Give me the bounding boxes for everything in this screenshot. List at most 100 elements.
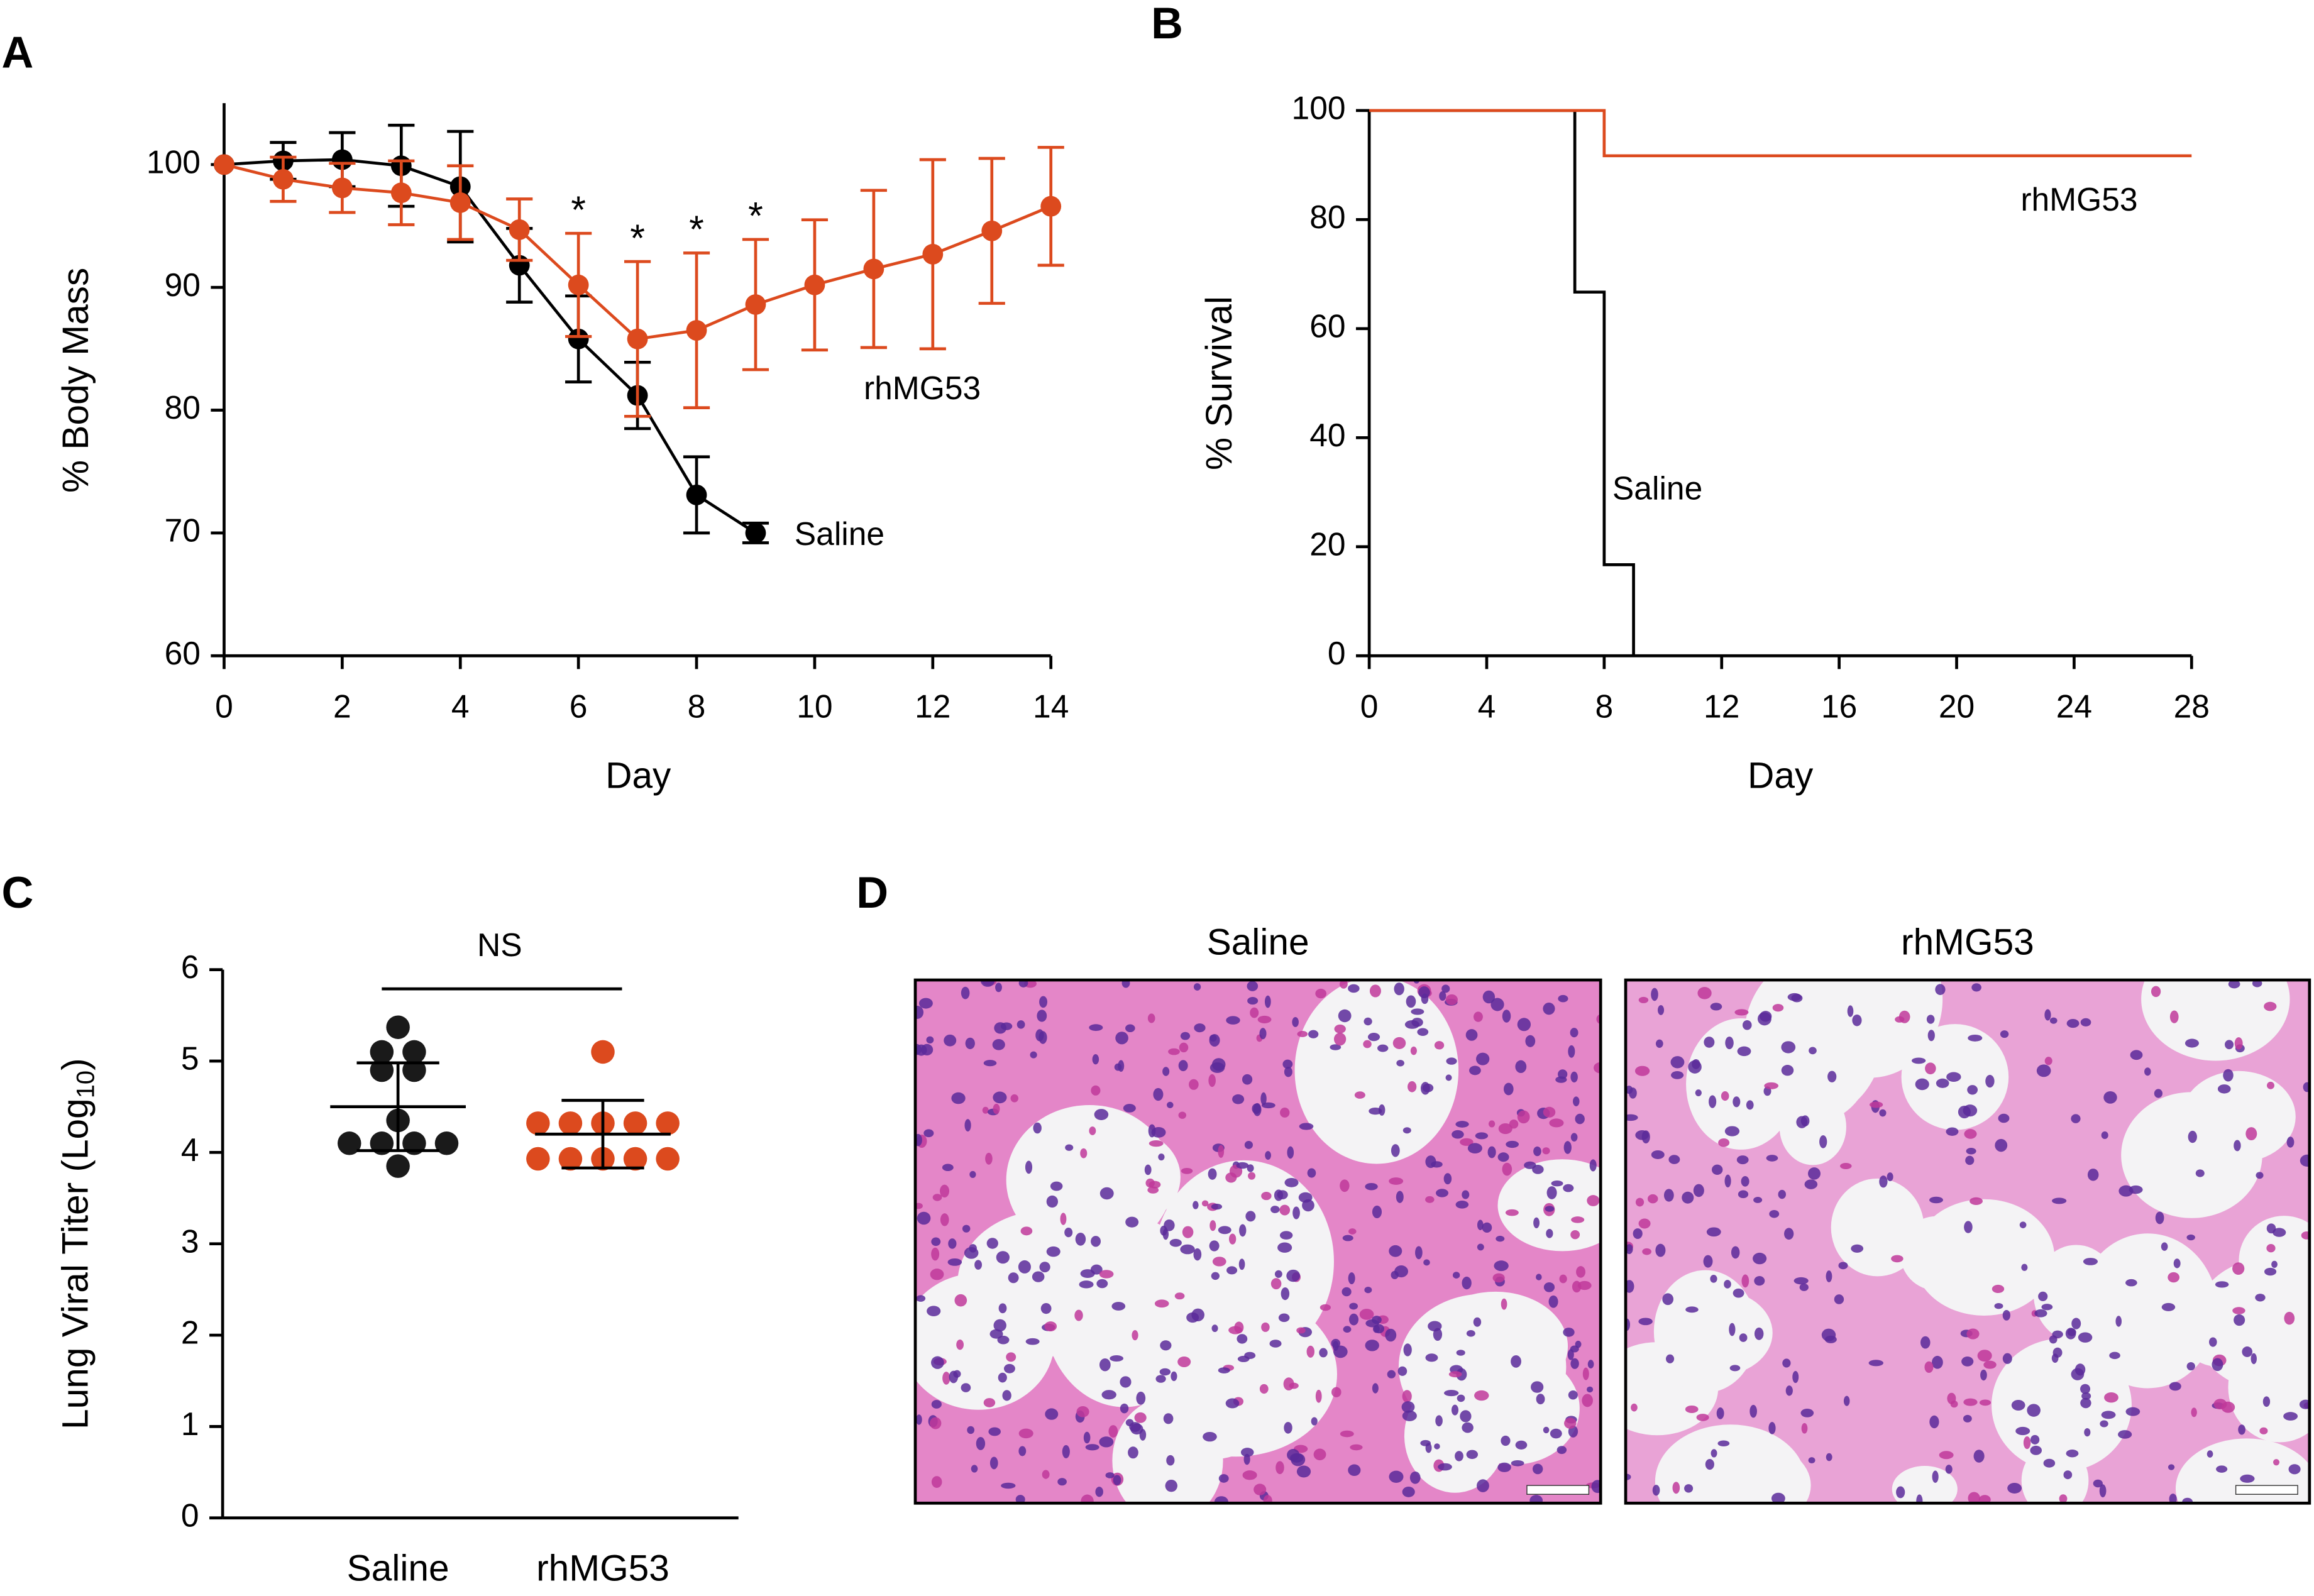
nucleus	[1994, 1302, 2003, 1309]
nucleus	[998, 1303, 1007, 1314]
nucleus	[1032, 1271, 1045, 1282]
nucleus	[1724, 1126, 1740, 1136]
nucleus	[1809, 1047, 1817, 1055]
nucleus	[2101, 1131, 2108, 1140]
nucleus	[1269, 1340, 1282, 1348]
nucleus	[1501, 1435, 1511, 1446]
nucleus	[1075, 1232, 1086, 1246]
series-label: rhMG53	[864, 370, 981, 406]
alveolus	[1653, 1270, 1758, 1393]
nucleus	[940, 1213, 949, 1226]
nucleus	[2195, 1169, 2205, 1177]
nucleus	[1477, 1243, 1484, 1251]
nucleus	[1638, 996, 1649, 1003]
nucleus	[1466, 1450, 1479, 1460]
nucleus	[1685, 1405, 1699, 1413]
nucleus	[1635, 1197, 1645, 1207]
nucleus	[1529, 1495, 1543, 1504]
nucleus	[2161, 1242, 2168, 1251]
nucleus	[1631, 1403, 1638, 1412]
nucleus	[1705, 1458, 1714, 1470]
nucleus	[1209, 1240, 1220, 1252]
dot	[402, 1040, 426, 1064]
nucleus	[2216, 1465, 2228, 1473]
nucleus	[1389, 1470, 1404, 1483]
nucleus	[1532, 1165, 1544, 1174]
nucleus	[2023, 1436, 2031, 1450]
nucleus	[1515, 1440, 1528, 1450]
nucleus	[1364, 1287, 1372, 1294]
nucleus	[2273, 1459, 2280, 1466]
nucleus	[2118, 1185, 2134, 1197]
nucleus	[1369, 1107, 1382, 1115]
nucleus	[1411, 1008, 1424, 1015]
y-tick-label: 40	[1309, 417, 1345, 453]
nucleus	[983, 1398, 996, 1407]
nucleus	[1772, 1004, 1784, 1012]
nucleus	[1402, 1127, 1411, 1134]
nucleus	[1916, 1494, 1923, 1504]
nucleus	[2284, 1311, 2295, 1325]
nucleus	[1564, 1417, 1577, 1429]
alveolus	[1686, 1018, 1796, 1150]
nucleus	[1492, 1273, 1505, 1283]
nucleus	[1050, 1181, 1063, 1191]
nucleus	[1110, 1355, 1124, 1362]
nucleus	[1977, 1350, 1992, 1362]
y-tick-label: 90	[165, 267, 201, 303]
nucleus	[1651, 988, 1658, 1001]
nucleus	[1543, 1282, 1555, 1292]
nucleus	[1240, 1448, 1254, 1457]
nucleus	[1826, 1453, 1832, 1461]
nucleus	[1807, 1167, 1821, 1180]
nucleus	[1995, 1138, 2008, 1152]
nucleus	[1018, 1446, 1027, 1456]
nucleus	[2007, 1482, 2022, 1494]
nucleus	[1778, 1189, 1787, 1199]
nucleus	[1710, 1003, 1722, 1011]
nucleus	[982, 1106, 989, 1114]
nucleus	[1245, 1211, 1256, 1222]
nucleus	[1868, 1360, 1884, 1367]
nucleus	[1179, 1042, 1189, 1053]
nucleus	[1209, 1035, 1217, 1042]
nucleus	[1487, 1146, 1496, 1158]
nucleus	[2215, 1281, 2229, 1288]
marker	[804, 274, 825, 295]
nucleus	[1074, 1309, 1083, 1321]
nucleus	[1248, 1172, 1256, 1180]
nucleus	[1506, 1140, 1519, 1148]
nucleus	[1085, 1444, 1099, 1451]
dot	[386, 1154, 410, 1178]
marker	[627, 328, 648, 349]
x-tick-label: 16	[1821, 688, 1857, 724]
nucleus	[1824, 1335, 1837, 1343]
nucleus	[931, 1247, 940, 1261]
nucleus	[1966, 1328, 1980, 1340]
nucleus	[916, 1295, 926, 1302]
nucleus	[2234, 1140, 2241, 1152]
nucleus	[1718, 1138, 1730, 1147]
nucleus	[1533, 1146, 1541, 1157]
nucleus	[1570, 1133, 1578, 1142]
series-label: Saline	[1612, 470, 1702, 506]
nucleus	[1800, 1115, 1810, 1126]
nucleus	[1239, 1224, 1247, 1237]
nucleus	[1167, 1101, 1174, 1109]
nucleus	[1473, 1011, 1483, 1022]
nucleus	[2059, 1494, 2068, 1504]
nucleus	[1364, 1017, 1372, 1026]
nucleus	[1563, 1184, 1574, 1192]
nucleus	[1704, 1037, 1715, 1048]
nucleus	[1927, 1030, 1935, 1042]
marker	[1040, 195, 1062, 217]
nucleus	[964, 1119, 971, 1131]
nucleus	[1482, 1222, 1492, 1233]
nucleus	[974, 1260, 983, 1270]
nucleus	[2027, 1404, 2041, 1417]
nucleus	[2256, 1172, 2264, 1179]
nucleus	[961, 1383, 971, 1392]
nucleus	[2225, 1040, 2234, 1050]
nucleus	[1784, 1228, 1794, 1240]
nucleus	[923, 1129, 934, 1138]
